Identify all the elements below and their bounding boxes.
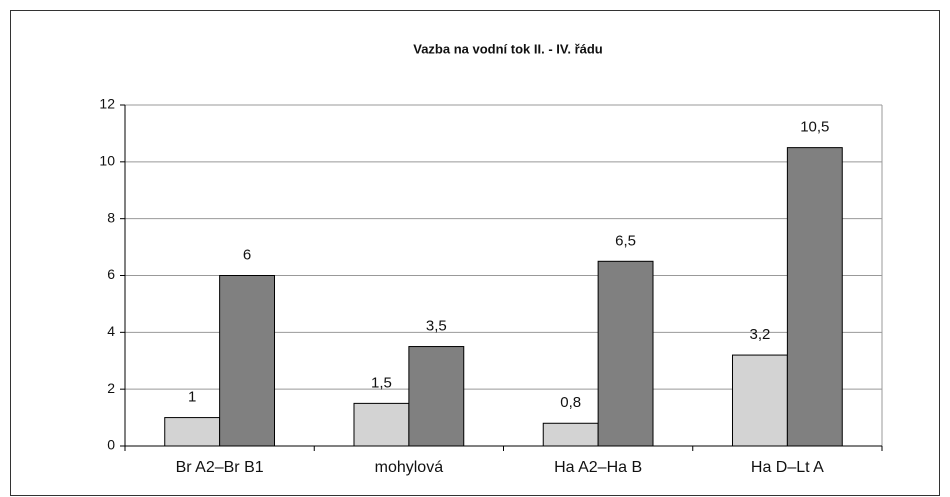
bar xyxy=(164,417,221,447)
y-tick-label: 0 xyxy=(107,437,115,453)
value-label: 1 xyxy=(188,389,196,406)
y-tick-label: 8 xyxy=(107,209,115,225)
value-label: 10,5 xyxy=(800,119,829,136)
bar xyxy=(408,346,465,447)
x-tick-label: Ha A2–Ha B xyxy=(554,459,642,476)
x-tick-label: Ha D–Lt A xyxy=(751,459,824,476)
bar xyxy=(542,422,599,447)
y-tick-label: 6 xyxy=(107,266,115,282)
chart-border xyxy=(10,10,940,496)
value-label: 6,5 xyxy=(615,232,636,249)
bar xyxy=(786,147,843,447)
value-label: 1,5 xyxy=(371,374,392,391)
bar xyxy=(731,354,788,447)
x-tick-label: Br A2–Br B1 xyxy=(176,459,264,476)
y-tick-label: 12 xyxy=(99,96,115,112)
y-tick-label: 10 xyxy=(99,153,115,169)
y-tick-label: 2 xyxy=(107,380,115,396)
value-label: 3,5 xyxy=(426,318,447,335)
bar xyxy=(597,260,654,447)
x-tick-label: mohylová xyxy=(375,459,444,476)
y-tick-label: 4 xyxy=(107,323,115,339)
value-label: 0,8 xyxy=(560,394,581,411)
bar xyxy=(353,402,410,447)
bar xyxy=(219,275,276,447)
value-label: 3,2 xyxy=(750,326,771,343)
value-label: 6 xyxy=(243,246,251,263)
chart-title: Vazba na vodní tok II. - IV. řádu xyxy=(413,41,603,56)
